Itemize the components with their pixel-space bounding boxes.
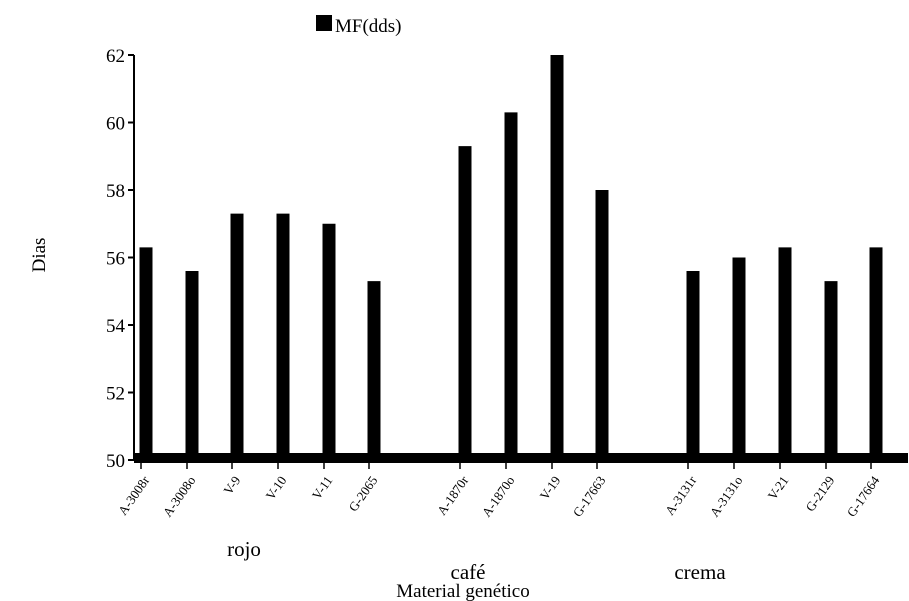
bar-G-17663 <box>595 190 609 460</box>
y-axis: 50 52 54 56 58 60 62 <box>106 46 135 472</box>
bar-A-1870o <box>504 112 518 460</box>
x-tick-label: V-19 <box>537 473 564 503</box>
y-tick-label: 52 <box>106 384 125 405</box>
y-tick-label: 58 <box>106 181 125 202</box>
legend: MF(dds) <box>316 15 402 37</box>
bar-A-3131r <box>686 271 700 460</box>
x-axis-title: Material genético <box>396 581 529 601</box>
x-tick-label: G-17664 <box>844 473 883 520</box>
x-tick-label: A-3008r <box>115 473 153 518</box>
bar-G-2065 <box>367 281 381 460</box>
bar-V-11 <box>322 223 336 460</box>
y-axis-title: Dias <box>29 238 50 273</box>
bar-V-19 <box>550 55 564 460</box>
legend-swatch <box>316 15 332 31</box>
bar-G-17664 <box>869 247 883 460</box>
y-tick-label: 54 <box>106 316 126 337</box>
x-tick-label: V-21 <box>765 473 792 503</box>
group-label-rojo: rojo <box>227 537 261 561</box>
x-tick-label: V-10 <box>263 473 290 503</box>
x-tick-label: G-2129 <box>802 473 837 514</box>
x-tick-label: V-9 <box>220 473 243 497</box>
x-tick-label: G-2065 <box>345 473 380 514</box>
y-tick-label: 50 <box>106 451 125 472</box>
group-labels: rojo café crema <box>227 537 726 584</box>
x-tick-label: G-17663 <box>570 473 609 519</box>
x-axis-line <box>134 453 908 463</box>
y-tick-label: 62 <box>106 46 125 67</box>
bars <box>139 55 883 460</box>
bar-A-3008r <box>139 247 153 460</box>
group-label-café: café <box>451 560 486 584</box>
bar-A-3008o <box>185 271 199 460</box>
y-tick-label: 56 <box>106 249 125 270</box>
y-tick-label: 60 <box>106 114 125 135</box>
bar-V-10 <box>276 213 290 460</box>
x-tick-label: A-1870r <box>434 473 472 518</box>
bar-A-1870r <box>458 146 472 460</box>
x-tick-label: A-3131r <box>662 473 700 518</box>
bar-A-3131o <box>732 257 746 460</box>
legend-label: MF(dds) <box>335 16 402 37</box>
bar-V-9 <box>230 213 244 460</box>
group-label-crema: crema <box>674 560 726 584</box>
x-tick-label: V-11 <box>309 473 336 502</box>
bar-G-2129 <box>824 281 838 460</box>
x-tick-label: A-3131o <box>707 473 746 519</box>
x-tick-label: A-3008o <box>160 473 199 519</box>
bar-V-21 <box>778 247 792 460</box>
x-tick-label: A-1870o <box>479 473 518 519</box>
x-axis: A-3008r A-3008o V-9 V-10 V-11 G-2065 A-1870r A-… <box>115 453 908 520</box>
